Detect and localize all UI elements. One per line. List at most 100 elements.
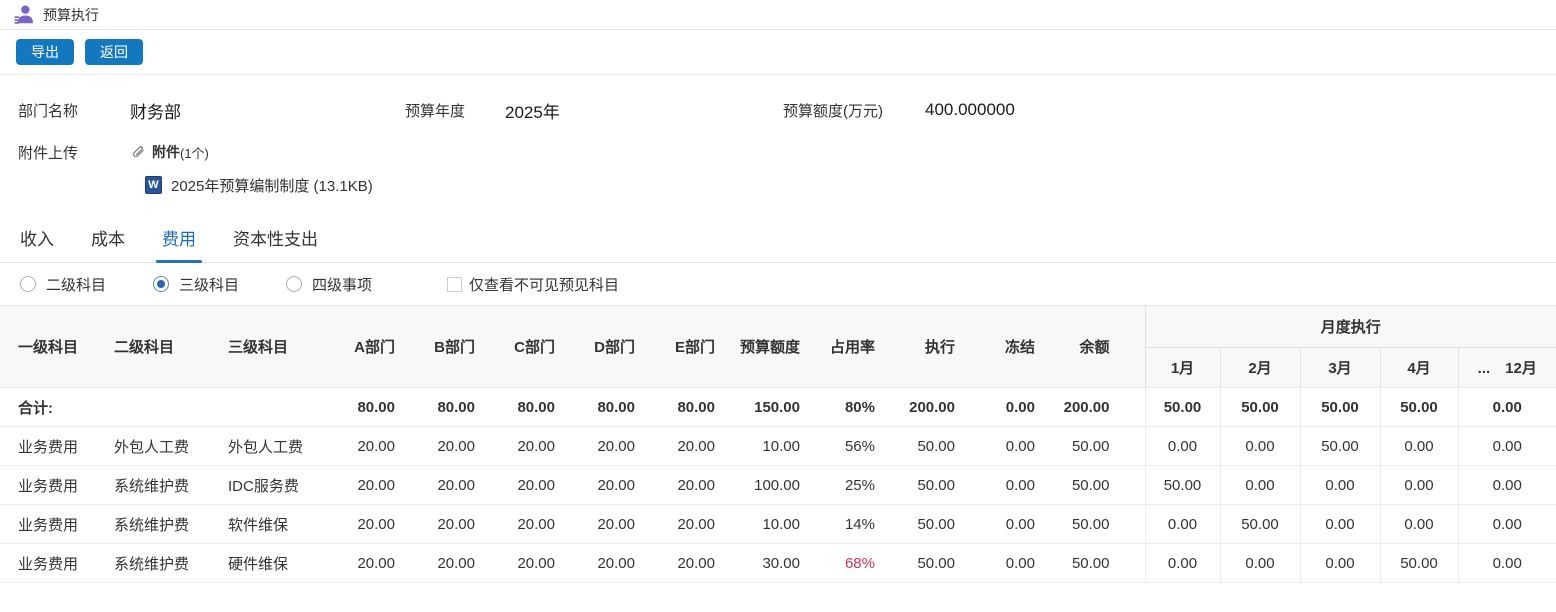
cell: 20.00 xyxy=(320,465,400,505)
column-header: 三级科目 xyxy=(210,305,320,388)
table-row: 业务费用 系统维护费 IDC服务费 20.00 20.00 20.00 20.00 20.00… xyxy=(0,465,1556,505)
cell: 150.00 xyxy=(720,387,805,427)
cell: 25% xyxy=(805,465,880,505)
cell: 业务费用 xyxy=(0,426,96,466)
radio-level2-subject[interactable]: 二级科目 xyxy=(20,274,106,295)
cell: 20.00 xyxy=(560,543,640,583)
cell xyxy=(96,387,210,427)
column-header: C部门 xyxy=(480,305,560,388)
cell: 80% xyxy=(805,387,880,427)
month-cell: 0.00 xyxy=(1144,426,1220,466)
attachment-file-name[interactable]: 2025年预算编制制度 (13.1KB) xyxy=(171,177,373,195)
column-header: 占用率 xyxy=(805,305,880,388)
radio-level3-subject[interactable]: 三级科目 xyxy=(153,274,239,295)
cell: 0.00 xyxy=(960,504,1040,544)
cell: 50.00 xyxy=(880,465,960,505)
cell: 20.00 xyxy=(640,465,720,505)
cell: 0.00 xyxy=(960,387,1040,427)
month-cell: 0.00 xyxy=(1379,504,1458,544)
budget-table: 一级科目 二级科目 三级科目 A部门 B部门 C部门 D部门 E部门 预算额度 占用率 执行 冻结 余额… xyxy=(0,305,1556,583)
month-cell: 50.00 xyxy=(1219,504,1300,544)
cell: 56% xyxy=(805,426,880,466)
cell: 20.00 xyxy=(320,504,400,544)
column-header: B部门 xyxy=(400,305,480,388)
toolbar: 导出 返回 xyxy=(0,30,1556,75)
cell: 200.00 xyxy=(1040,387,1145,427)
cell: 系统维护费 xyxy=(96,465,210,505)
month-cell: 0.00 xyxy=(1457,465,1556,505)
radio-label: 三级科目 xyxy=(179,276,240,294)
month-cell: 50.00 xyxy=(1219,387,1300,427)
month-column-header: 1月 xyxy=(1144,347,1220,388)
column-header: 预算额度 xyxy=(720,305,805,388)
cell: 20.00 xyxy=(400,426,480,466)
cell: 10.00 xyxy=(720,426,805,466)
cell: 80.00 xyxy=(640,387,720,427)
cell: 20.00 xyxy=(400,504,480,544)
column-header: A部门 xyxy=(320,305,400,388)
column-header: 执行 xyxy=(880,305,960,388)
cell: 50.00 xyxy=(880,426,960,466)
cell: 20.00 xyxy=(640,504,720,544)
cell: 业务费用 xyxy=(0,543,96,583)
back-button[interactable]: 返回 xyxy=(85,39,143,65)
tab-expense[interactable]: 费用 xyxy=(156,221,202,263)
month-cell: 0.00 xyxy=(1144,543,1220,583)
budget-amount-value: 400.000000 xyxy=(925,100,1015,119)
month-cell: 0.00 xyxy=(1144,504,1220,544)
form-row-1: 部门名称 财务部 预算年度 2025年 预算额度(万元) 400.000000 xyxy=(18,93,1556,127)
cell: 外包人工费 xyxy=(96,426,210,466)
cell: 20.00 xyxy=(560,426,640,466)
person-icon xyxy=(13,4,35,26)
cell: 20.00 xyxy=(320,426,400,466)
tab-cost[interactable]: 成本 xyxy=(91,230,125,249)
paperclip-icon xyxy=(130,144,146,160)
cell: 20.00 xyxy=(400,543,480,583)
radio-icon xyxy=(20,276,36,292)
cell: 0.00 xyxy=(960,543,1040,583)
month-cell: 0.00 xyxy=(1299,543,1380,583)
tab-income[interactable]: 收入 xyxy=(20,230,54,249)
attachment-header[interactable]: 附件 (1个) xyxy=(130,142,209,162)
cell: 14% xyxy=(805,504,880,544)
month-cell: 50.00 xyxy=(1144,387,1220,427)
radio-icon xyxy=(286,276,303,292)
month-cell: 50.00 xyxy=(1379,387,1458,427)
budget-amount-label: 预算额度(万元) xyxy=(783,102,883,120)
month-cell: 50.00 xyxy=(1144,465,1220,505)
radio-checked-icon xyxy=(153,276,170,292)
month-column-header: 3月 xyxy=(1299,347,1380,388)
table-row: 业务费用 外包人工费 外包人工费 20.00 20.00 20.00 20.00 20.00 1… xyxy=(0,426,1556,466)
month-cell: 0.00 xyxy=(1299,504,1380,544)
attachment-title: 附件 xyxy=(152,144,180,160)
cell: 50.00 xyxy=(880,504,960,544)
cell: 50.00 xyxy=(880,543,960,583)
cell: 20.00 xyxy=(560,465,640,505)
month-cell: 50.00 xyxy=(1299,426,1380,466)
cell: 80.00 xyxy=(400,387,480,427)
cell: 30.00 xyxy=(720,543,805,583)
table-row: 业务费用 系统维护费 硬件维保 20.00 20.00 20.00 20.00 20.00 30… xyxy=(0,543,1556,583)
radio-label: 四级事项 xyxy=(312,276,373,294)
month-cell: 0.00 xyxy=(1379,426,1458,466)
export-button[interactable]: 导出 xyxy=(16,39,74,65)
radio-level4-item[interactable]: 四级事项 xyxy=(286,274,372,295)
column-header: E部门 xyxy=(640,305,720,388)
tab-capital-expenditure[interactable]: 资本性支出 xyxy=(233,230,318,249)
month-cell: 0.00 xyxy=(1219,543,1300,583)
budget-year-label: 预算年度 xyxy=(405,102,466,120)
cell: 20.00 xyxy=(640,543,720,583)
month-cell: 0.00 xyxy=(1379,465,1458,505)
cell: 0.00 xyxy=(960,426,1040,466)
table-row: 业务费用 系统维护费 软件维保 20.00 20.00 20.00 20.00 20.00 10… xyxy=(0,504,1556,544)
cell: 20.00 xyxy=(480,465,560,505)
cell: 20.00 xyxy=(480,504,560,544)
cell: 20.00 xyxy=(320,543,400,583)
cell: 20.00 xyxy=(480,426,560,466)
column-header: 二级科目 xyxy=(96,305,210,388)
checkbox-only-invisible-subjects[interactable]: 仅查看不可见预见科目 xyxy=(447,274,619,295)
cell: 20.00 xyxy=(640,426,720,466)
cell: 系统维护费 xyxy=(96,504,210,544)
radio-label: 二级科目 xyxy=(46,276,107,294)
cell: 20.00 xyxy=(400,465,480,505)
